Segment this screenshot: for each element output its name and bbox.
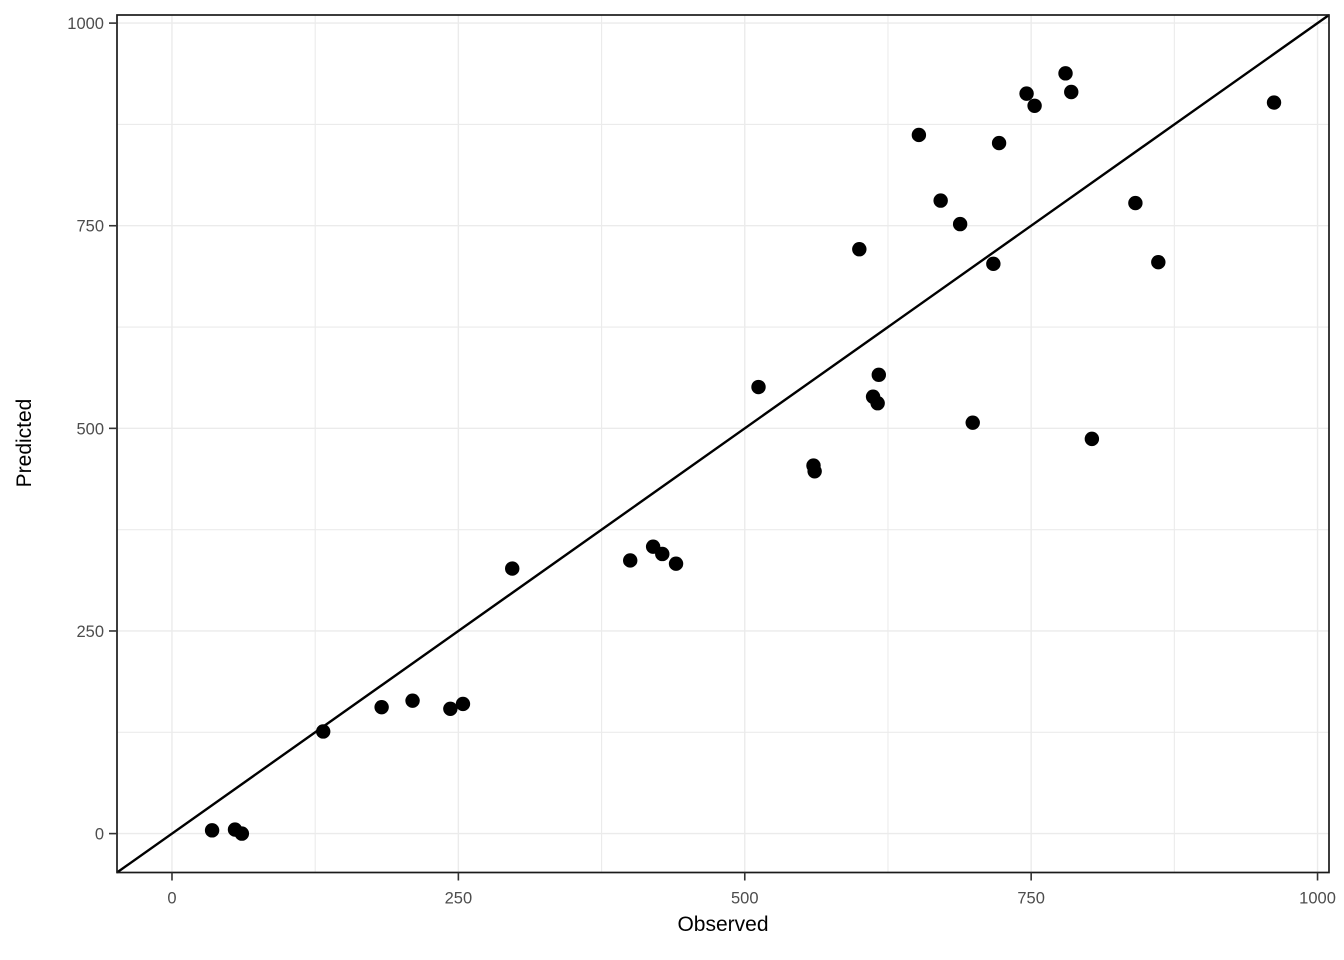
data-point	[870, 396, 885, 411]
data-point	[807, 464, 822, 479]
data-point	[1128, 195, 1143, 211]
data-point	[871, 367, 886, 383]
data-point	[623, 553, 638, 568]
data-point	[204, 823, 220, 838]
data-point	[751, 379, 766, 395]
y-tick-label: 500	[76, 420, 104, 438]
data-point	[852, 242, 867, 257]
data-point	[1027, 98, 1042, 113]
y-tick-label: 1000	[67, 15, 104, 33]
y-tick-label: 750	[76, 218, 104, 236]
data-point	[316, 724, 331, 739]
data-point	[505, 561, 520, 576]
x-tick-label: 0	[167, 890, 176, 908]
x-tick-label: 1000	[1299, 890, 1336, 908]
x-tick-label: 500	[731, 890, 759, 908]
data-point	[655, 546, 670, 562]
data-point	[952, 216, 968, 232]
data-point	[933, 193, 948, 208]
data-point	[443, 701, 458, 716]
data-point	[405, 693, 420, 708]
x-tick-label: 750	[1017, 890, 1045, 908]
data-point	[991, 135, 1007, 151]
data-point	[1266, 95, 1282, 110]
panel-border	[116, 14, 1330, 874]
data-point	[668, 556, 684, 571]
data-point	[1064, 84, 1079, 100]
data-point	[1019, 86, 1034, 101]
x-axis-title: Observed	[677, 913, 768, 936]
data-point	[911, 127, 927, 143]
x-tick-label: 250	[445, 890, 473, 908]
y-tick-label: 0	[95, 826, 104, 844]
data-point	[374, 699, 389, 715]
data-point	[455, 696, 471, 712]
data-point	[1084, 431, 1100, 447]
data-point	[1151, 254, 1166, 270]
data-point	[965, 415, 980, 430]
y-tick-label: 250	[76, 623, 104, 641]
data-point	[1058, 66, 1073, 81]
data-point	[986, 256, 1001, 272]
data-point	[234, 826, 250, 841]
y-axis-title: Predicted	[13, 399, 36, 488]
